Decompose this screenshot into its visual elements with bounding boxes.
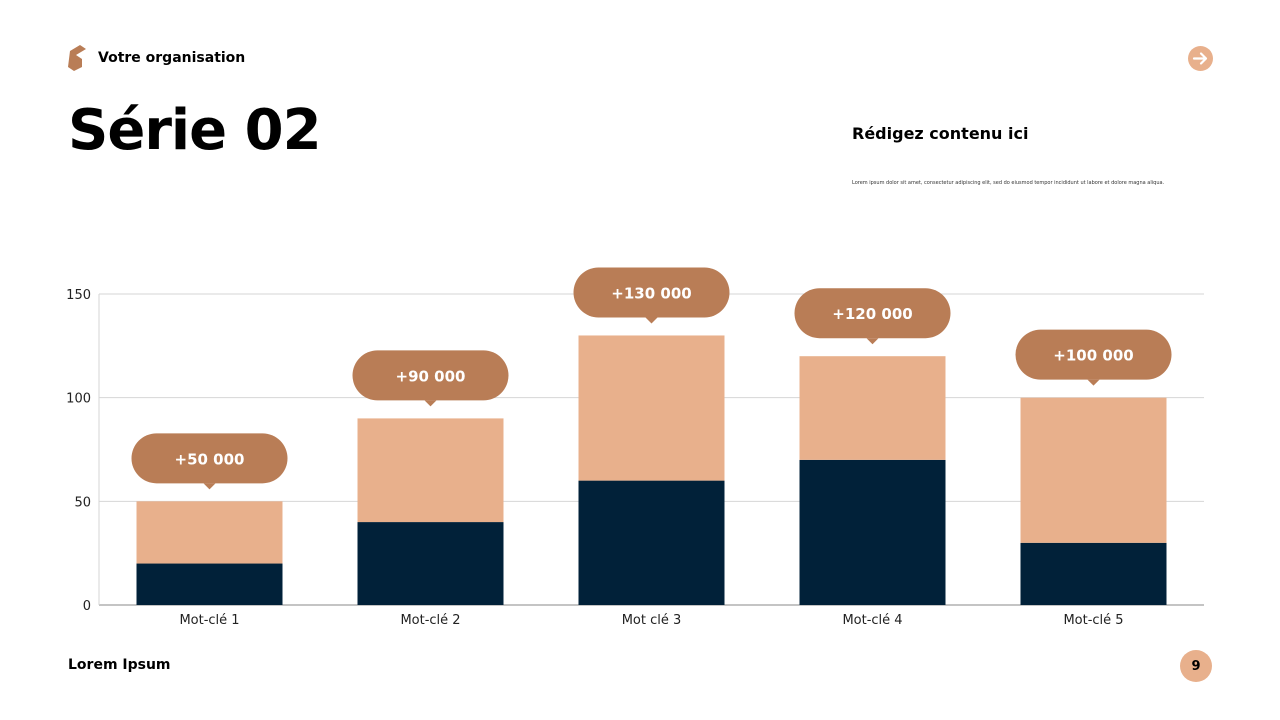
- bar-segment-series-1: [1020, 542, 1167, 605]
- bar-segment-series-1: [799, 459, 946, 605]
- bar-segment-series-2: [578, 335, 725, 481]
- callout-pointer: [424, 400, 437, 407]
- logo-icon: [68, 45, 86, 71]
- x-tick-label: Mot-clé 1: [179, 613, 239, 628]
- organization-name: Votre organisation: [98, 50, 246, 66]
- data-label: +120 000: [832, 305, 912, 323]
- bar-segment-series-1: [357, 522, 504, 605]
- x-tick-label: Mot-clé 4: [842, 613, 902, 628]
- data-label: +90 000: [396, 367, 466, 385]
- callout-pointer: [1087, 379, 1100, 386]
- content-heading: Rédigez contenu ici: [852, 124, 1029, 143]
- content-text: Lorem ipsum dolor sit amet, consectetur …: [852, 180, 1165, 186]
- y-tick-label: 50: [74, 495, 91, 510]
- value-callout: [131, 433, 288, 484]
- bar-segment-series-1: [578, 480, 725, 605]
- y-tick-label: 100: [66, 392, 91, 407]
- bar-segment-series-2: [799, 356, 946, 460]
- y-tick-label: 0: [83, 599, 91, 614]
- data-label: +130 000: [611, 284, 691, 302]
- organization-brand: Votre organisation: [68, 45, 245, 71]
- callout-pointer: [203, 483, 216, 490]
- bar-segment-series-1: [136, 563, 283, 605]
- y-tick-label: 150: [66, 288, 91, 303]
- value-callout: [1015, 329, 1172, 380]
- x-tick-label: Mot-clé 2: [400, 613, 460, 628]
- x-tick-label: Mot-clé 5: [1063, 613, 1123, 628]
- bar-segment-series-2: [1020, 397, 1167, 543]
- callout-pointer: [645, 317, 658, 324]
- bar-segment-series-2: [357, 418, 504, 523]
- page-number: 9: [1180, 650, 1212, 682]
- data-label: +50 000: [175, 450, 245, 468]
- page-title: Série 02: [68, 98, 322, 163]
- next-slide-button[interactable]: [1188, 46, 1213, 71]
- x-tick-label: Mot clé 3: [622, 613, 682, 628]
- data-label: +100 000: [1053, 347, 1133, 365]
- bar-segment-series-2: [136, 501, 283, 564]
- value-callout: [352, 350, 509, 401]
- callout-pointer: [866, 338, 879, 345]
- arrow-right-icon: [1192, 52, 1208, 65]
- value-callout: [573, 267, 730, 318]
- footer-text: Lorem Ipsum: [68, 657, 171, 673]
- value-callout: [794, 288, 951, 339]
